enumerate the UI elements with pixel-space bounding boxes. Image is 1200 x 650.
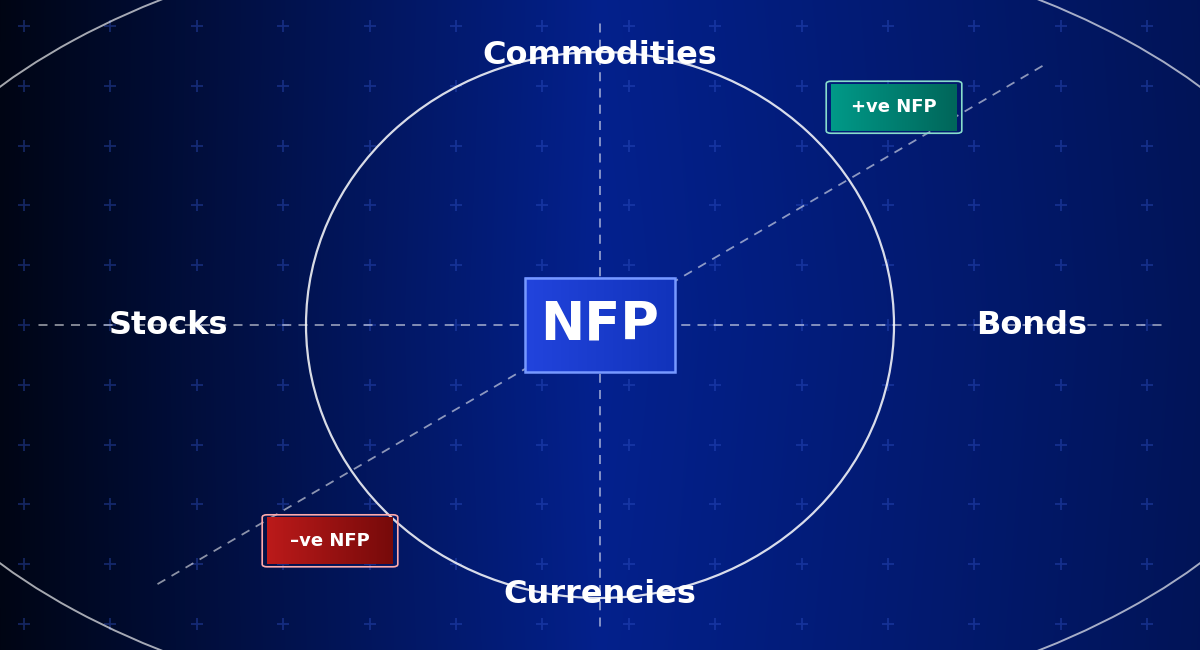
- Text: Commodities: Commodities: [482, 40, 718, 71]
- Text: Stocks: Stocks: [108, 309, 228, 341]
- Text: Currencies: Currencies: [504, 579, 696, 610]
- Text: +ve NFP: +ve NFP: [851, 98, 937, 116]
- Text: NFP: NFP: [540, 299, 660, 351]
- Text: Bonds: Bonds: [977, 309, 1087, 341]
- Text: –ve NFP: –ve NFP: [290, 532, 370, 550]
